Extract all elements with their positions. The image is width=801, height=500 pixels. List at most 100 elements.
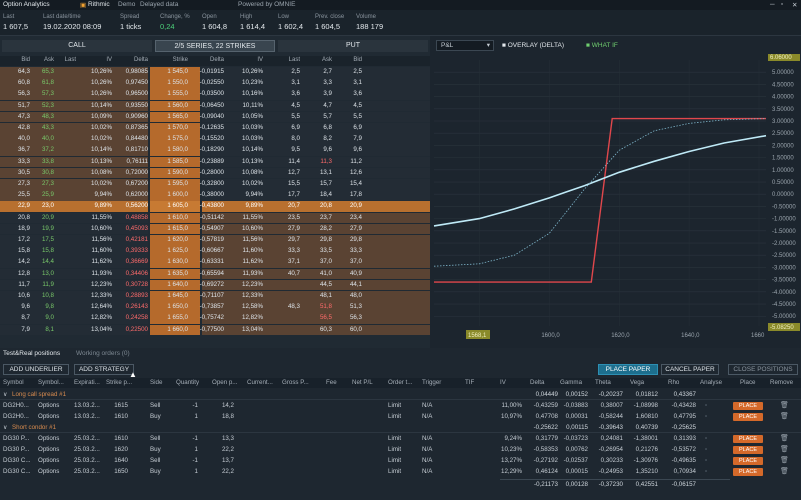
minimize-icon[interactable]: ─ xyxy=(770,1,775,8)
position-cell[interactable]: -1 xyxy=(192,402,198,409)
position-row[interactable]: DG2H0... Options 13.03.2... 1615 Sell -1 14,2 L… xyxy=(0,401,801,411)
position-cell[interactable]: Limit xyxy=(388,468,402,475)
overlay-delta-toggle[interactable]: ■ OVERLAY (DELTA) xyxy=(502,40,580,51)
chevron-down-icon[interactable]: ∨ xyxy=(3,424,8,431)
chain-row[interactable]: 42,8 43,3 10,02% 0,87365 1 570,0 -0,12635 10,0… xyxy=(0,123,430,134)
chain-cell: 7,9 xyxy=(21,325,30,333)
chain-row[interactable]: 12,8 13,0 11,93% 0,34406 1 635,0 -0,65594 11,9… xyxy=(0,268,430,280)
chain-row[interactable]: 25,5 25,9 9,94% 0,62000 1 600,0 -0,38000 9,94%… xyxy=(0,190,430,201)
place-button[interactable]: PLACE xyxy=(733,468,763,476)
position-cell[interactable]: Sell xyxy=(150,457,161,464)
chain-row[interactable]: 8,7 9,0 12,82% 0,24258 1 655,0 -0,75742 12,82%… xyxy=(0,313,430,324)
position-cell[interactable]: Buy xyxy=(150,413,161,420)
y-tick-label: -3.50000 xyxy=(772,278,796,284)
place-paper-button[interactable]: PLACE PAPER xyxy=(598,364,658,375)
chevron-down-icon[interactable]: ∨ xyxy=(3,391,8,398)
group-greek-total: 0,40739 xyxy=(635,424,658,431)
pnl-chart[interactable]: 5.00000 4.50000 4.00000 3.50000 3.00000 2.500… xyxy=(430,54,801,348)
strategy-group-row[interactable]: ∨ Long call spread #1 xyxy=(0,390,801,400)
maximize-icon[interactable]: ▫ xyxy=(781,1,784,8)
place-button[interactable]: PLACE xyxy=(733,446,763,454)
position-cell[interactable]: Limit xyxy=(388,435,402,442)
position-row[interactable]: DG2H0... Options 13.03.2... 1610 Buy 1 18,8 Lim… xyxy=(0,412,801,422)
chain-row[interactable]: 27,3 27,3 10,02% 0,67200 1 595,0 -0,32800 10,0… xyxy=(0,179,430,190)
position-cell: 18,8 xyxy=(221,413,234,420)
trash-icon[interactable]: 🗑 xyxy=(780,402,789,409)
analyse-icon[interactable]: ▫ xyxy=(705,468,708,475)
tab-put[interactable]: PUT xyxy=(278,40,428,52)
position-cell[interactable]: 1 xyxy=(194,413,198,420)
chain-row[interactable]: 56,3 57,3 10,26% 0,96500 1 555,0 -0,03500 10,1… xyxy=(0,89,430,100)
place-button[interactable]: PLACE xyxy=(733,402,763,410)
chain-row[interactable]: 36,7 37,2 10,14% 0,81710 1 580,0 -0,18290 10,1… xyxy=(0,145,430,156)
place-button[interactable]: PLACE xyxy=(733,457,763,465)
chain-row[interactable]: 33,3 33,8 10,13% 0,76111 1 585,0 -0,23889 10,1… xyxy=(0,156,430,168)
tab-working-orders[interactable]: Working orders (0) xyxy=(76,350,130,357)
chain-cell: 19,9 xyxy=(41,224,54,232)
trash-icon[interactable]: 🗑 xyxy=(780,457,789,464)
close-icon[interactable]: ✕ xyxy=(792,2,798,9)
trash-icon[interactable]: 🗑 xyxy=(780,435,789,442)
position-row[interactable]: DG30 P... Options 25.03.2... 1620 Buy 1 22,2 Li… xyxy=(0,445,801,455)
place-button[interactable]: PLACE xyxy=(733,413,763,421)
chain-row[interactable]: 22,9 23,0 9,89% 0,56200 1 605,0 -0,43800 9,89%… xyxy=(0,201,430,212)
position-cell[interactable]: Limit xyxy=(388,413,402,420)
chain-row[interactable]: 15,8 15,8 11,60% 0,39333 1 625,0 -0,60667 11,6… xyxy=(0,246,430,257)
place-button[interactable]: PLACE xyxy=(733,435,763,443)
position-cell[interactable]: -1 xyxy=(192,435,198,442)
tab-positions[interactable]: Test&Real positions xyxy=(3,350,61,357)
rithmic-icon: ▣ xyxy=(80,2,87,9)
positions-col-header: TIF xyxy=(465,379,475,386)
position-cell: N/A xyxy=(422,435,433,442)
cancel-paper-button[interactable]: CANCEL PAPER xyxy=(661,364,719,375)
chain-row[interactable]: 17,2 17,5 11,56% 0,42181 1 620,0 -0,57819 11,5… xyxy=(0,235,430,246)
analyse-icon[interactable]: ▫ xyxy=(705,457,708,464)
chain-row[interactable]: 9,6 9,8 12,64% 0,26143 1 650,0 -0,73857 12,58%… xyxy=(0,302,430,313)
chain-row[interactable]: 18,9 19,9 10,60% 0,45093 1 615,0 -0,54907 10,6… xyxy=(0,223,430,235)
chain-cell: 42,8 xyxy=(17,124,30,131)
analyse-icon[interactable]: ▫ xyxy=(705,413,708,420)
position-row[interactable]: DG30 C... Options 25.03.2... 1640 Sell -1 13,7… xyxy=(0,456,801,466)
chain-row[interactable]: 60,8 61,8 10,26% 0,97450 1 550,0 -0,02550 10,2… xyxy=(0,78,430,89)
position-row[interactable]: DG30 C... Options 25.03.2... 1650 Buy 1 22,2 Li… xyxy=(0,467,801,477)
metric-select[interactable]: P&L ▾ xyxy=(436,40,494,51)
chain-row[interactable]: 11,7 11,9 12,23% 0,30728 1 640,0 -0,69272 12,2… xyxy=(0,279,430,291)
position-cell[interactable]: Limit xyxy=(388,402,402,409)
trash-icon[interactable]: 🗑 xyxy=(780,413,789,420)
strategy-group-row[interactable]: ∨ Short condor #1 xyxy=(0,423,801,433)
add-underlier-button[interactable]: ADD UNDERLIER xyxy=(3,364,69,375)
position-cell[interactable]: Buy xyxy=(150,468,161,475)
position-cell[interactable]: Limit xyxy=(388,457,402,464)
chain-cell: 27,9 xyxy=(349,224,362,232)
chain-row[interactable]: 7,9 8,1 13,04% 0,22500 1 660,0 -0,77500 13,04%… xyxy=(0,324,430,336)
position-cell[interactable]: Limit xyxy=(388,446,402,453)
series-selector[interactable]: 2/5 SERIES, 22 STRIKES xyxy=(155,40,275,52)
position-cell[interactable]: Sell xyxy=(150,435,161,442)
trash-icon[interactable]: 🗑 xyxy=(780,446,789,453)
put-cells-bg xyxy=(202,156,430,168)
analyse-icon[interactable]: ▫ xyxy=(705,446,708,453)
what-if-toggle[interactable]: ■ WHAT IF xyxy=(586,40,636,51)
chain-row[interactable]: 47,3 48,3 10,09% 0,90960 1 565,0 -0,09040 10,0… xyxy=(0,111,430,123)
chain-row[interactable]: 20,8 20,9 11,55% 0,48858 1 610,0 -0,51142 11,5… xyxy=(0,212,430,224)
close-positions-button[interactable]: CLOSE POSITIONS xyxy=(728,364,798,375)
trash-icon[interactable]: 🗑 xyxy=(780,468,789,475)
strategy-name: Long call spread #1 xyxy=(12,391,67,398)
chain-row[interactable]: 14,2 14,4 11,62% 0,36669 1 630,0 -0,63331 11,6… xyxy=(0,257,430,268)
chain-row[interactable]: 64,3 65,3 10,26% 0,98085 1 545,0 -0,01915 10,2… xyxy=(0,67,430,78)
position-cell[interactable]: Sell xyxy=(150,402,161,409)
analyse-icon[interactable]: ▫ xyxy=(705,435,708,442)
chain-row[interactable]: 10,6 10,8 12,33% 0,28893 1 645,0 -0,71107 12,3… xyxy=(0,291,430,302)
position-row[interactable]: DG30 P... Options 25.03.2... 1610 Sell -1 13,3… xyxy=(0,434,801,444)
analyse-icon[interactable]: ▫ xyxy=(705,402,708,409)
position-cell[interactable]: Buy xyxy=(150,446,161,453)
chain-row[interactable]: 51,7 52,3 10,14% 0,93550 1 560,0 -0,06450 10,1… xyxy=(0,100,430,112)
chain-row[interactable]: 30,5 30,8 10,08% 0,72000 1 590,0 -0,28000 10,0… xyxy=(0,167,430,179)
chain-cell: 10,02% xyxy=(91,180,112,187)
tab-call[interactable]: CALL xyxy=(2,40,152,52)
chain-row[interactable]: 40,0 40,0 10,02% 0,84480 1 575,0 -0,15520 10,0… xyxy=(0,134,430,145)
position-cell[interactable]: 1 xyxy=(194,446,198,453)
add-strategy-button[interactable]: ADD STRATEGY xyxy=(74,364,134,375)
position-cell[interactable]: 1 xyxy=(194,468,198,475)
position-cell[interactable]: -1 xyxy=(192,457,198,464)
